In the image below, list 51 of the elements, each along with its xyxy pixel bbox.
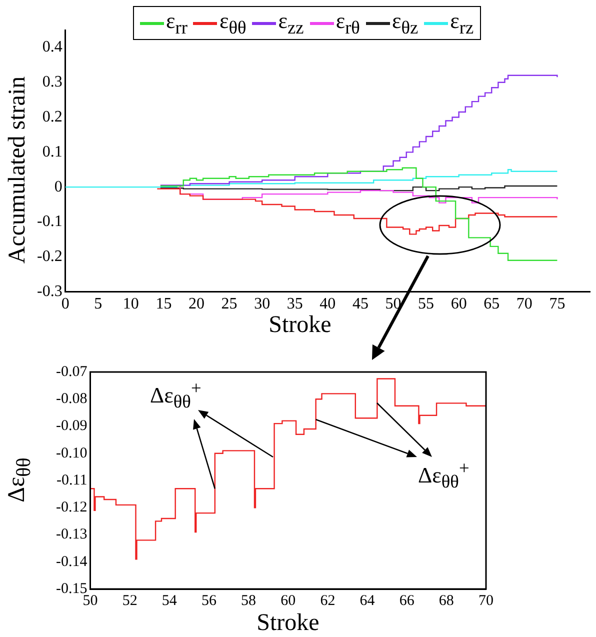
x-tick-label: 55	[418, 296, 434, 313]
y-tick-label: -0.09	[56, 418, 88, 434]
x-tick-label: 70	[516, 296, 532, 313]
x-tick-label: 64	[360, 592, 376, 609]
x-tick-label: 58	[241, 592, 256, 609]
x-tick-label: 70	[478, 592, 494, 609]
x-tick-label: 50	[385, 296, 402, 313]
x-tick-label: 40	[320, 296, 336, 313]
legend-label: ε$_{rθ}$	[336, 8, 360, 38]
legend-label: ε$_{θθ}$	[219, 8, 246, 38]
x-tick-label: 60	[280, 592, 296, 609]
y-tick-label: -0.2	[37, 248, 62, 266]
x-tick-label: 52	[122, 592, 138, 609]
y-tick-label: -0.1	[37, 213, 62, 230]
y-tick-label: -0.14	[56, 554, 88, 570]
legend-label: ε$_{θz}$	[392, 8, 418, 38]
x-axis-title: Stroke	[268, 312, 332, 339]
x-tick-label: 30	[254, 296, 270, 313]
x-tick-label: 66	[399, 592, 415, 609]
x-tick-label: 68	[438, 592, 454, 609]
y-tick-label: 0	[54, 178, 62, 196]
legend-label: ε$_{rz}$	[450, 8, 474, 38]
x-tick-label: 10	[122, 296, 139, 313]
x-tick-label: 50	[82, 592, 98, 609]
x-tick-label: 15	[156, 296, 172, 313]
x-tick-label: 25	[221, 296, 238, 313]
y-tick-label: -0.11	[56, 472, 88, 488]
y-axis-title: Accumulated strain	[4, 76, 32, 264]
x-tick-label: 75	[549, 296, 566, 313]
y-tick-label: -0.07	[56, 364, 88, 380]
x-tick-label: 65	[484, 296, 500, 313]
y-tick-label: 0.2	[42, 108, 62, 126]
y-tick-label: -0.13	[56, 526, 88, 543]
x-axis-title: Stroke	[256, 610, 320, 637]
y-tick-label: 0.1	[42, 143, 62, 160]
x-tick-label: 62	[320, 592, 336, 609]
y-tick-label: -0.08	[56, 391, 88, 408]
x-tick-label: 54	[162, 592, 178, 609]
y-tick-label: -0.10	[56, 445, 88, 462]
y-tick-label: 0.4	[42, 38, 62, 56]
x-tick-label: 56	[201, 592, 217, 609]
x-tick-label: 35	[286, 296, 303, 313]
y-tick-label: -0.3	[37, 283, 62, 300]
x-tick-label: 5	[94, 296, 102, 313]
x-tick-label: 20	[188, 296, 204, 313]
y-tick-label: -0.12	[56, 500, 88, 516]
x-tick-label: 60	[450, 296, 467, 313]
x-tick-label: 45	[352, 296, 368, 313]
y-tick-label: 0.3	[42, 74, 62, 91]
legend-label: ε$_{rr}$	[166, 8, 188, 38]
legend-label: ε$_{zz}$	[278, 8, 304, 38]
